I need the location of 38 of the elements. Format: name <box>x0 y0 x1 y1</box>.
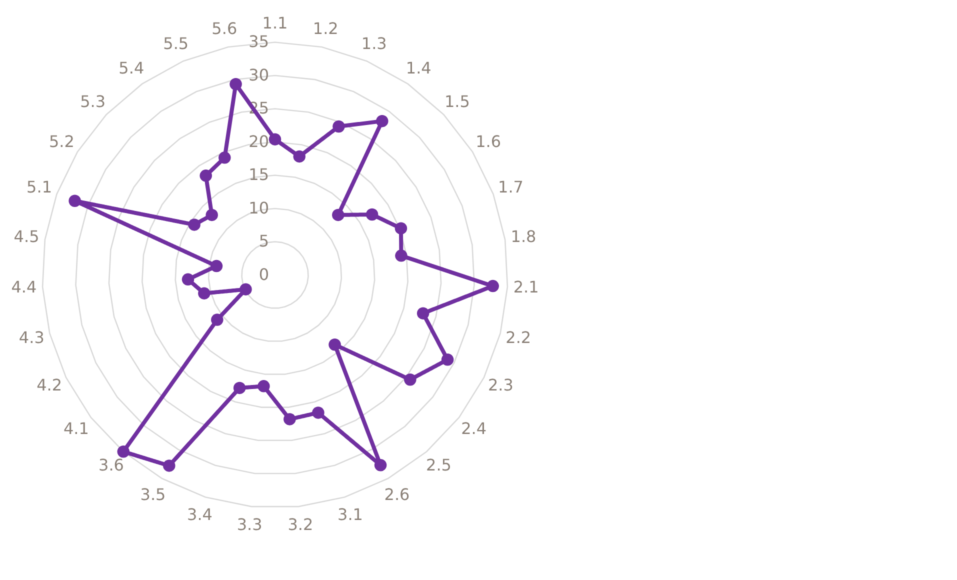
spoke-label: 2.2 <box>506 328 532 348</box>
y-tick-label: 15 <box>248 165 269 184</box>
spoke-label: 4.1 <box>63 418 89 438</box>
spoke-label: 5.3 <box>80 92 106 111</box>
spoke-label: 5.6 <box>212 18 238 38</box>
spoke-label: 4.2 <box>36 376 62 395</box>
spoke-label: 1.4 <box>406 58 432 78</box>
spoke-label: 1.8 <box>510 226 536 246</box>
y-tick-label: 35 <box>248 32 269 52</box>
spoke-label: 3.3 <box>236 515 262 534</box>
y-tick-label: 0 <box>258 265 269 284</box>
spoke-label: 3.1 <box>338 504 363 524</box>
spoke-label: 4.5 <box>14 226 40 246</box>
spoke-label: 4.4 <box>11 278 37 297</box>
spoke-label: 2.5 <box>426 456 452 475</box>
spoke-label: 3.4 <box>187 504 212 524</box>
spoke-label: 5.2 <box>48 132 74 152</box>
spoke-label: 5.4 <box>118 58 144 78</box>
y-tick-label: 10 <box>248 198 269 218</box>
spoke-label: 1.3 <box>361 34 387 53</box>
spoke-label: 2.4 <box>461 418 487 438</box>
spoke-label: 3.5 <box>140 484 166 504</box>
spoke-label: 2.3 <box>488 376 514 395</box>
spoke-label: 5.5 <box>163 34 189 53</box>
spoke-label: 3.2 <box>288 515 314 534</box>
y-tick-label: 5 <box>258 232 269 251</box>
spoke-label: 2.6 <box>384 484 410 504</box>
y-tick-label: 20 <box>248 132 269 151</box>
spoke-label: 3.6 <box>98 456 124 475</box>
spoke-label: 5.1 <box>26 178 52 197</box>
spoke-label: 1.2 <box>312 18 338 38</box>
spoke-label: 1.7 <box>498 178 524 197</box>
spoke-label: 2.1 <box>513 278 539 297</box>
spoke-label: 1.6 <box>476 132 502 152</box>
spoke-label: 1.5 <box>444 92 470 111</box>
spoke-label: 1.1 <box>262 14 288 33</box>
spoke-label: 4.3 <box>18 328 44 348</box>
y-tick-label: 30 <box>248 65 269 84</box>
